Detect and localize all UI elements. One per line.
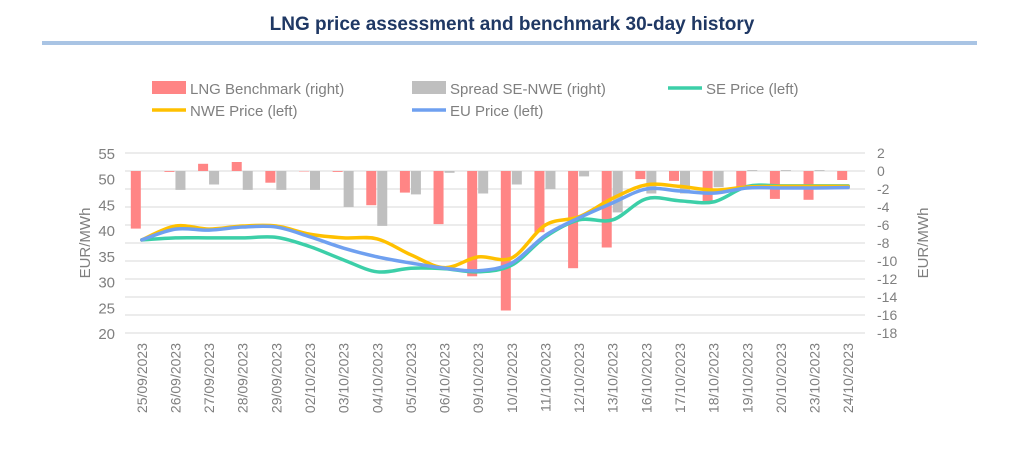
bar-lng-benchmark xyxy=(366,171,377,206)
bar-lng-benchmark xyxy=(332,171,343,172)
x-tick-label: 27/09/2023 xyxy=(201,343,217,413)
x-tick-label: 10/10/2023 xyxy=(504,343,520,413)
right-tick-label: -16 xyxy=(877,307,897,323)
bar-lng-benchmark xyxy=(702,171,713,203)
left-tick-label: 50 xyxy=(98,172,115,189)
bar-spread xyxy=(410,171,421,195)
x-tick-label: 24/10/2023 xyxy=(840,343,856,413)
left-tick-label: 20 xyxy=(98,326,115,343)
left-tick-label: 45 xyxy=(98,197,115,214)
right-tick-label: -14 xyxy=(877,289,897,305)
right-tick-label: -18 xyxy=(877,325,897,341)
left-tick-label: 55 xyxy=(98,146,115,163)
right-tick-label: -6 xyxy=(877,217,890,233)
x-tick-label: 12/10/2023 xyxy=(571,343,587,413)
bar-spread xyxy=(680,171,690,194)
right-tick-label: -10 xyxy=(877,253,897,269)
x-tick-label: 20/10/2023 xyxy=(773,343,789,413)
bar-spread xyxy=(310,171,320,190)
bar-lng-benchmark xyxy=(130,171,141,229)
x-tick-label: 25/09/2023 xyxy=(134,343,150,413)
bar-lng-benchmark xyxy=(399,171,410,193)
legend-swatch xyxy=(152,81,186,94)
right-tick-label: -12 xyxy=(877,271,897,287)
x-tick-label: 09/10/2023 xyxy=(470,343,486,413)
bar-lng-benchmark xyxy=(500,171,511,311)
bar-spread xyxy=(377,171,388,226)
x-tick-label: 06/10/2023 xyxy=(437,343,453,413)
x-tick-label: 05/10/2023 xyxy=(403,343,419,413)
right-tick-label: 0 xyxy=(877,163,885,179)
bar-spread xyxy=(478,171,489,194)
bar-spread xyxy=(209,171,220,185)
x-tick-label: 04/10/2023 xyxy=(369,343,385,413)
bar-lng-benchmark xyxy=(635,171,646,180)
bar-spread xyxy=(612,171,623,213)
bar-spread xyxy=(545,171,556,189)
bar-spread xyxy=(713,171,724,188)
x-tick-label: 19/10/2023 xyxy=(739,343,755,413)
legend-label: SE Price (left) xyxy=(706,81,799,98)
x-tick-label: 26/09/2023 xyxy=(167,343,183,413)
bar-spread xyxy=(646,171,657,194)
right-axis-label: EUR/MWh xyxy=(915,208,932,279)
bar-spread xyxy=(511,171,522,185)
bar-lng-benchmark xyxy=(198,163,209,171)
bar-spread xyxy=(242,171,253,190)
left-tick-label: 25 xyxy=(98,300,115,317)
left-tick-label: 35 xyxy=(98,249,115,266)
chart-title: LNG price assessment and benchmark 30-da… xyxy=(269,14,755,35)
bar-spread xyxy=(343,171,354,207)
x-tick-label: 11/10/2023 xyxy=(537,343,553,412)
x-tick-label: 18/10/2023 xyxy=(706,343,722,413)
bar-lng-benchmark xyxy=(164,171,175,172)
x-tick-label: 03/10/2023 xyxy=(336,343,352,413)
x-tick-label: 17/10/2023 xyxy=(672,343,688,413)
bar-spread xyxy=(175,171,186,190)
legend-swatch xyxy=(412,81,446,94)
x-tick-label: 23/10/2023 xyxy=(807,343,823,413)
bar-lng-benchmark xyxy=(534,171,545,233)
bar-lng-benchmark xyxy=(669,171,679,181)
x-tick-label: 02/10/2023 xyxy=(302,343,318,413)
x-tick-label: 29/09/2023 xyxy=(268,343,284,413)
bar-spread xyxy=(276,171,287,190)
legend-label: NWE Price (left) xyxy=(190,103,298,120)
left-axis-label: EUR/MWh xyxy=(77,208,94,279)
right-tick-label: -4 xyxy=(877,199,890,215)
bar-spread xyxy=(747,170,758,171)
line-eu-price xyxy=(140,185,850,273)
bar-lng-benchmark xyxy=(736,171,747,188)
legend-label: LNG Benchmark (right) xyxy=(190,81,344,98)
legend-label: EU Price (left) xyxy=(450,103,543,120)
right-tick-label: -2 xyxy=(877,181,890,197)
bar-spread xyxy=(814,170,825,171)
title-underline xyxy=(42,41,977,45)
x-tick-label: 13/10/2023 xyxy=(605,343,621,413)
bar-spread xyxy=(780,170,791,171)
right-tick-label: 2 xyxy=(877,145,885,161)
x-tick-label: 16/10/2023 xyxy=(638,343,654,413)
x-tick-label: 28/09/2023 xyxy=(235,343,251,413)
bar-lng-benchmark xyxy=(601,171,612,248)
bar-lng-benchmark xyxy=(467,171,478,277)
bar-spread xyxy=(444,171,455,173)
bar-lng-benchmark xyxy=(231,162,242,171)
right-tick-label: -8 xyxy=(877,235,890,251)
bar-lng-benchmark xyxy=(433,171,444,225)
left-tick-label: 30 xyxy=(98,275,115,292)
legend-label: Spread SE-NWE (right) xyxy=(450,81,606,98)
bar-lng-benchmark xyxy=(837,171,848,180)
bar-lng-benchmark xyxy=(265,171,276,183)
bar-spread xyxy=(579,171,590,177)
left-tick-label: 40 xyxy=(98,223,115,240)
